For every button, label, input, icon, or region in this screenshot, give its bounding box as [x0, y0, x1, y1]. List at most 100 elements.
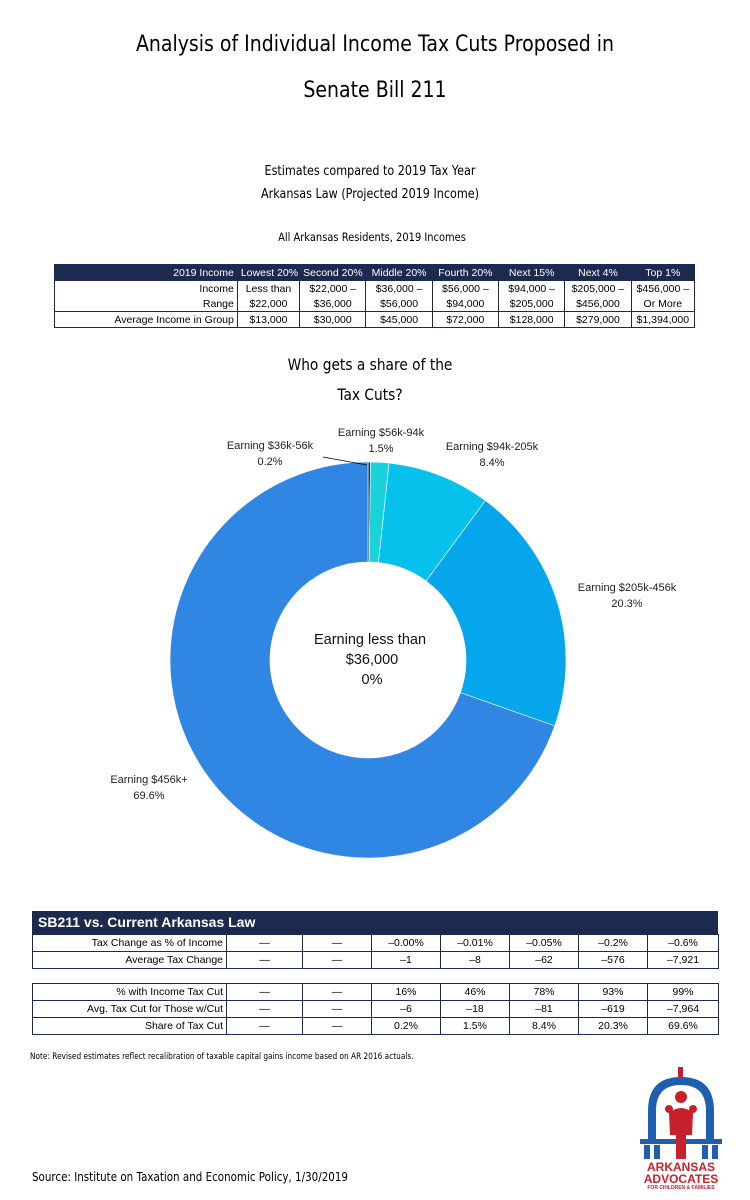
donut-slices: [169, 461, 567, 859]
table-row: Average Tax Change — — –1 –8 –62 –576 –7…: [32, 951, 719, 969]
header-cell: Second 20%: [299, 264, 367, 281]
slice-labels: Earning $36k-56k 0.2% Earning $56k-94k 1…: [110, 427, 676, 802]
table-cell: $36,000: [299, 296, 367, 312]
footnote: Note: Revised estimates reflect recalibr…: [30, 1052, 414, 1062]
table-cell: —: [302, 951, 372, 969]
tax-change-table: Tax Change as % of Income — — –0.00% –0.…: [32, 934, 719, 969]
table-cell: 93%: [578, 983, 648, 1001]
center-label-line-2: $36,000: [346, 652, 398, 668]
table-cell: –8: [440, 951, 510, 969]
slice-label-value: 69.6%: [133, 790, 164, 802]
donut-chart: Earning $36k-56k 0.2% Earning $56k-94k 1…: [110, 427, 677, 859]
table-cell: Or More: [630, 296, 696, 312]
table-cell: $30,000: [299, 311, 367, 328]
logo-text-line-1: ARKANSAS: [646, 1160, 715, 1174]
table-cell: –7,921: [647, 951, 719, 969]
table-cell: $56,000: [365, 296, 433, 312]
table-cell: $456,000: [564, 296, 632, 312]
slice-label-name: Earning $205k-456k: [578, 582, 677, 594]
page-title: Analysis of Individual Income Tax Cuts P…: [53, 22, 698, 114]
table-cell: –6: [371, 1000, 441, 1018]
capitol-dome-icon: [640, 1067, 722, 1159]
table-cell: —: [302, 983, 372, 1001]
table-cell: $94,000 –: [498, 280, 566, 296]
table-cell: –0.01%: [440, 934, 510, 952]
slice-label-value: 1.5%: [368, 443, 393, 455]
table-cell: –62: [509, 951, 579, 969]
donut-slice: [169, 461, 556, 859]
table-cell: –0.6%: [647, 934, 719, 952]
subtitle-line-2: Arkansas Law (Projected 2019 Income): [261, 187, 479, 202]
center-label-line-3: 0%: [362, 672, 383, 688]
table-cell: $205,000: [498, 296, 566, 312]
table-cell: –18: [440, 1000, 510, 1018]
table-cell: $36,000 –: [365, 280, 433, 296]
table-caption: All Arkansas Residents, 2019 Incomes: [278, 230, 466, 244]
table-cell: –0.2%: [578, 934, 648, 952]
table-cell: $456,000 –: [630, 280, 696, 296]
table-cell: —: [226, 983, 303, 1001]
table-cell: 78%: [509, 983, 579, 1001]
slice-label-value: 0.2%: [257, 456, 282, 468]
table-row: Share of Tax Cut — — 0.2% 1.5% 8.4% 20.3…: [32, 1017, 719, 1035]
table-cell: $94,000: [431, 296, 500, 312]
header-cell: Next 15%: [498, 264, 566, 281]
logo-text-line-3: FOR CHILDREN & FAMILIES: [647, 1185, 715, 1191]
header-cell: Fourth 20%: [431, 264, 500, 281]
slice-label-name: Earning $36k-56k: [227, 440, 314, 452]
title-line-1: Analysis of Individual Income Tax Cuts P…: [135, 32, 615, 57]
table-cell: Less than: [236, 280, 301, 296]
header-cell: Lowest 20%: [236, 264, 301, 281]
table-cell: –81: [509, 1000, 579, 1018]
table-cell: $279,000: [564, 311, 632, 328]
table-cell: $56,000 –: [431, 280, 500, 296]
table-cell: –0.05%: [509, 934, 579, 952]
table-cell: 16%: [371, 983, 441, 1001]
sb211-table-title: SB211 vs. Current Arkansas Law: [32, 911, 718, 934]
row-label: Range: [54, 296, 238, 312]
table-cell: 20.3%: [578, 1017, 648, 1035]
income-table-header: 2019 Income Lowest 20% Second 20% Middle…: [54, 264, 696, 281]
table-cell: $128,000: [498, 311, 566, 328]
source-credit: Source: Institute on Taxation and Econom…: [32, 1170, 348, 1184]
chart-title-line-1: Who gets a share of the: [287, 355, 453, 374]
table-cell: —: [226, 934, 303, 952]
table-cell: 69.6%: [647, 1017, 719, 1035]
table-cell: $1,394,000: [630, 311, 696, 328]
subtitle: Estimates compared to 2019 Tax Year Arka…: [52, 160, 688, 206]
row-label: Income: [54, 280, 238, 296]
table-cell: –0.00%: [371, 934, 441, 952]
subtitle-line-1: Estimates compared to 2019 Tax Year: [264, 164, 476, 179]
sb211-table: SB211 vs. Current Arkansas Law Tax Chang…: [32, 911, 719, 1035]
header-cell: Next 4%: [564, 264, 632, 281]
table-cell: 46%: [440, 983, 510, 1001]
slice-label-name: Earning $94k-205k: [446, 441, 539, 453]
slice-label-name: Earning $456k+: [110, 774, 187, 786]
row-label: Average Income in Group: [54, 311, 238, 328]
slice-label-value: 8.4%: [479, 457, 504, 469]
logo-text-line-2: ADVOCATES: [643, 1172, 719, 1186]
slice-label-value: 20.3%: [611, 598, 642, 610]
income-table: 2019 Income Lowest 20% Second 20% Middle…: [54, 264, 696, 328]
chart-title: Who gets a share of the Tax Cuts?: [241, 350, 499, 410]
table-cell: –619: [578, 1000, 648, 1018]
arkansas-advocates-logo: ARKANSAS ADVOCATES FOR CHILDREN & FAMILI…: [636, 1065, 726, 1195]
table-row: Average Income in Group $13,000 $30,000 …: [54, 311, 696, 328]
center-label-line-1: Earning less than: [314, 632, 426, 648]
row-label: Share of Tax Cut: [32, 1017, 227, 1035]
table-cell: —: [302, 934, 372, 952]
table-row: Tax Change as % of Income — — –0.00% –0.…: [32, 934, 719, 952]
chart-title-line-2: Tax Cuts?: [337, 385, 403, 404]
header-cell: 2019 Income: [54, 264, 238, 281]
row-label: Avg. Tax Cut for Those w/Cut: [32, 1000, 227, 1018]
table-cell: 8.4%: [509, 1017, 579, 1035]
slice-label-name: Earning $56k-94k: [338, 427, 425, 439]
row-label: % with Income Tax Cut: [32, 983, 227, 1001]
table-cell: —: [226, 1000, 303, 1018]
table-cell: $205,000 –: [564, 280, 632, 296]
table-cell: –576: [578, 951, 648, 969]
table-cell: —: [226, 951, 303, 969]
table-cell: 0.2%: [371, 1017, 441, 1035]
tax-cut-share-table: % with Income Tax Cut — — 16% 46% 78% 93…: [32, 983, 719, 1035]
label-leader-line: [322, 456, 368, 466]
